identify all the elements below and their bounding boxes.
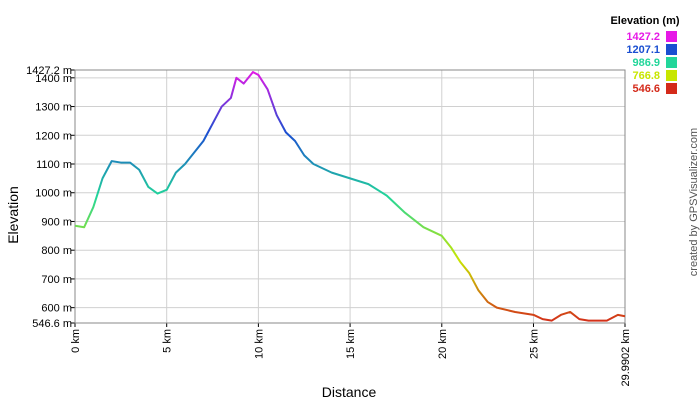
legend-value: 1427.2 [626, 31, 660, 43]
legend-swatch [666, 70, 677, 81]
y-tick-label: 900 m [41, 216, 72, 228]
legend-swatch [666, 57, 677, 68]
y-tick-label: 600 m [41, 303, 72, 315]
legend-swatch [666, 83, 677, 94]
y-tick-label: 546.6 m [32, 318, 72, 330]
x-tick-label: 5 km [162, 329, 174, 353]
x-tick-label: 10 km [253, 329, 265, 359]
x-tick-label: 25 km [528, 329, 540, 359]
legend-value: 546.6 [632, 83, 660, 95]
y-tick-label: 1100 m [36, 159, 72, 171]
x-axis-label: Distance [322, 384, 377, 400]
y-tick-label: 1300 m [35, 102, 72, 114]
y-tick-label: 1400 m [35, 73, 72, 85]
plot-frame [74, 69, 626, 324]
y-tick-label: 800 m [41, 245, 72, 257]
x-tick-label: 15 km [345, 329, 357, 359]
y-tick-label: 700 m [41, 274, 72, 286]
elevation-line [74, 71, 626, 322]
x-tick-label: 0 km [70, 329, 82, 353]
x-tick-label: 29.9902 km [620, 329, 632, 386]
y-tick-label: 1200 m [35, 130, 72, 142]
y-tick-label: 1000 m [35, 188, 72, 200]
y-axis-label: Elevation [5, 186, 21, 244]
legend-value: 986.9 [632, 57, 660, 69]
legend-title: Elevation (m) [610, 15, 679, 27]
legend-value: 1207.1 [626, 44, 660, 56]
x-tick-label: 20 km [437, 329, 449, 359]
legend-value: 766.8 [632, 70, 660, 82]
y-tick-label: 1427.2 m [26, 65, 72, 77]
legend-swatch [666, 44, 677, 55]
credit: created by GPSVisualizer.com [688, 128, 700, 276]
legend-swatch [666, 31, 677, 42]
